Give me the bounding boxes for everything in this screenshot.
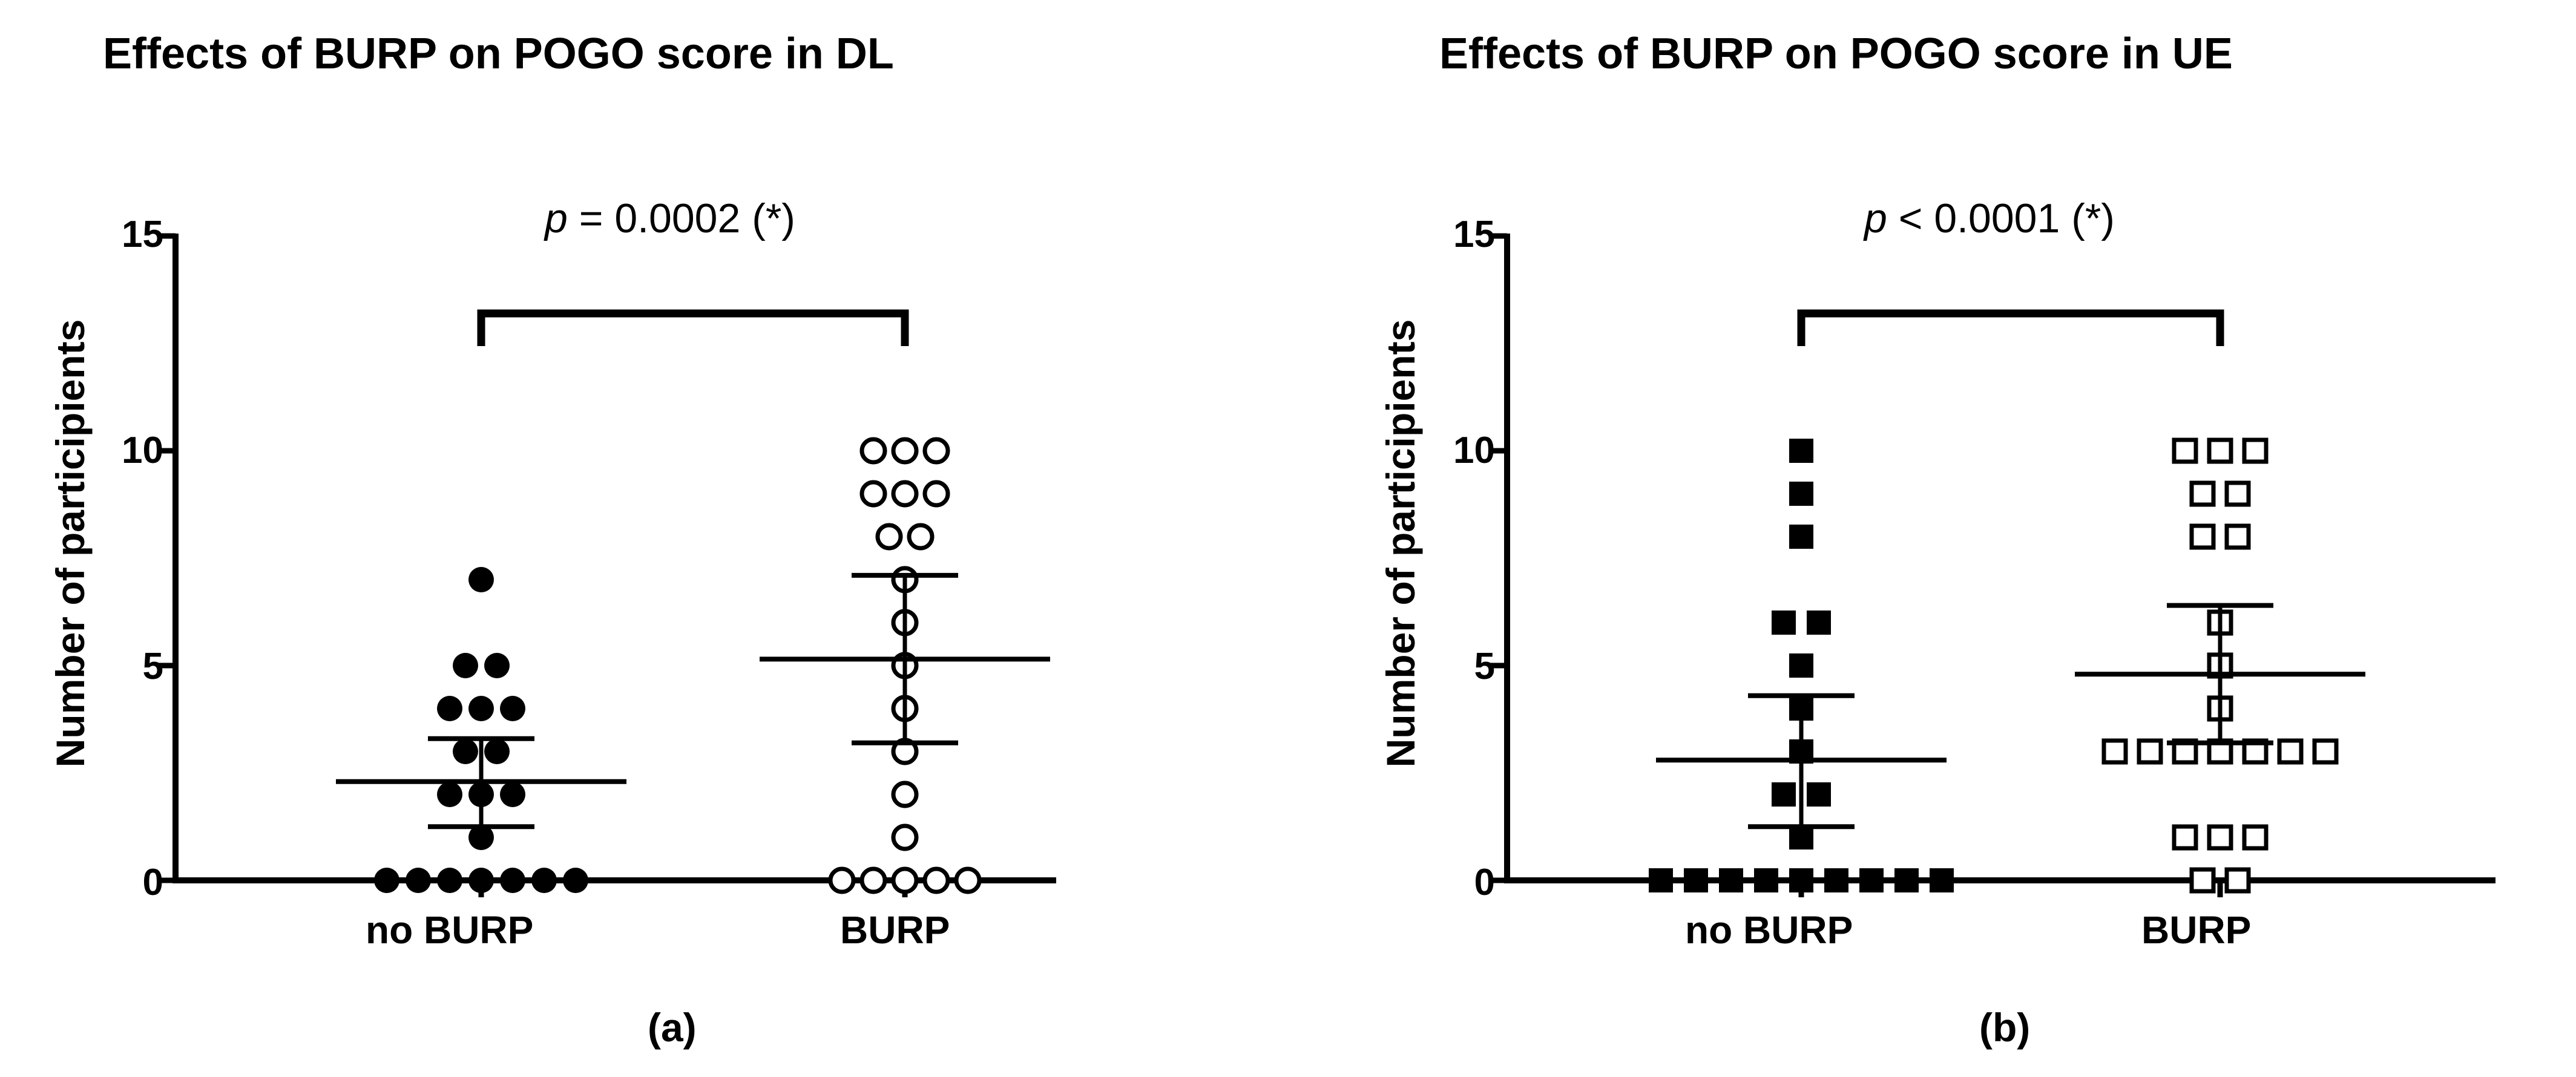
chart-b-title: Effects of BURP on POGO score in UE	[1439, 30, 2233, 78]
chart-a-point	[484, 739, 510, 764]
chart-b-y-tick-0: 0	[1474, 862, 1495, 903]
chart-a-point	[891, 781, 919, 808]
chart-b-point	[1754, 868, 1778, 892]
chart-a-point	[859, 866, 887, 894]
chart-a-point	[954, 866, 982, 894]
chart-b-point	[2224, 480, 2251, 507]
chart-b-point	[1684, 868, 1708, 892]
chart-a-title: Effects of BURP on POGO score in DL	[103, 30, 894, 78]
chart-b-significance-bracket	[1797, 309, 2224, 346]
chart-a-point	[437, 868, 462, 893]
chart-b-point	[1719, 868, 1743, 892]
chart-b-point	[1894, 868, 1919, 892]
chart-b-point	[1807, 611, 1831, 635]
chart-b-point	[1789, 482, 1813, 506]
chart-a-point	[531, 868, 557, 893]
chart-b-point	[1772, 611, 1796, 635]
chart-b-point	[1649, 868, 1673, 892]
chart-b-point	[2312, 738, 2339, 765]
chart-b-point	[1807, 782, 1831, 807]
chart-a-point	[453, 739, 478, 764]
chart-a-y-tick-0: 0	[142, 862, 163, 903]
chart-b-point	[2101, 738, 2128, 765]
chart-a-point	[468, 825, 494, 850]
chart-b-point	[2242, 437, 2269, 464]
chart-a-point	[891, 480, 919, 508]
chart-a-point	[500, 782, 525, 807]
chart-a-point	[453, 653, 478, 678]
chart-panel-a: Effects of BURP on POGO score in DL p = …	[48, 30, 1056, 1050]
chart-b-point	[1824, 868, 1848, 892]
chart-b-point	[1930, 868, 1954, 892]
chart-a-point	[891, 866, 919, 894]
chart-a-point	[922, 480, 950, 508]
chart-b-point	[2172, 824, 2198, 851]
chart-a-point	[468, 696, 494, 721]
chart-b-point	[2277, 738, 2304, 765]
chart-a-point	[859, 480, 887, 508]
chart-b-point	[2207, 824, 2233, 851]
chart-b-p-value: p < 0.0001 (*)	[1864, 195, 2115, 241]
chart-b-x-label-burp: BURP	[2141, 908, 2252, 952]
chart-b-point	[2172, 437, 2198, 464]
chart-a-x-label-no-burp: no BURP	[366, 908, 534, 952]
chart-b-point	[1772, 782, 1796, 807]
chart-a-point	[922, 437, 950, 465]
chart-b-panel-label: (b)	[1979, 1005, 2031, 1050]
chart-panel-b: Effects of BURP on POGO score in UE p < …	[1288, 0, 2576, 1077]
chart-a-point	[891, 823, 919, 851]
chart-b-point	[1789, 525, 1813, 549]
chart-a-point	[907, 523, 935, 551]
chart-a-point	[563, 868, 588, 893]
chart-b-point	[1789, 868, 1813, 892]
chart-b-point	[2224, 867, 2251, 894]
chart-b-point	[1789, 653, 1813, 678]
chart-a-point	[875, 523, 903, 551]
chart-a-point	[922, 866, 950, 894]
chart-b-point	[2189, 480, 2216, 507]
chart-b-point	[1789, 439, 1813, 463]
chart-b-point	[2189, 867, 2216, 894]
chart-b-point	[2137, 738, 2163, 765]
chart-b-point	[2207, 437, 2233, 464]
chart-b-point	[2189, 523, 2216, 550]
chart-b-point	[2242, 824, 2269, 851]
chart-a-x-label-burp: BURP	[840, 908, 950, 952]
chart-b-point	[2224, 523, 2251, 550]
chart-a-point	[437, 696, 462, 721]
chart-a-significance-bracket	[477, 309, 909, 346]
chart-a-point	[406, 868, 431, 893]
chart-b-x-label-no-burp: no BURP	[1685, 908, 1853, 952]
chart-a-y-tick-15: 15	[122, 214, 163, 255]
chart-a-point	[891, 437, 919, 465]
chart-b-y-tick-5: 5	[1474, 646, 1495, 687]
chart-a-y-axis-label: Number of participients	[48, 319, 93, 768]
chart-a-point	[484, 653, 510, 678]
chart-a-point	[437, 782, 462, 807]
chart-b-y-axis-label: Number of participients	[1378, 319, 1423, 768]
chart-a-panel-label: (a)	[648, 1005, 697, 1050]
chart-a-point	[374, 868, 399, 893]
chart-a-svg	[159, 233, 1056, 897]
chart-a-point	[859, 437, 887, 465]
chart-a-point	[500, 868, 525, 893]
chart-a-point	[468, 567, 494, 592]
chart-b-y-tick-15: 15	[1453, 214, 1495, 255]
chart-a-point	[828, 866, 856, 894]
chart-b-y-tick-10: 10	[1453, 430, 1495, 471]
chart-b-point	[1859, 868, 1884, 892]
chart-a-point	[500, 696, 525, 721]
chart-a-y-tick-5: 5	[142, 646, 163, 687]
chart-b-point	[1789, 825, 1813, 849]
chart-a-y-tick-10: 10	[122, 430, 163, 471]
chart-a-point	[468, 868, 494, 893]
chart-a-p-value: p = 0.0002 (*)	[545, 195, 795, 241]
chart-b-svg	[1490, 233, 2496, 897]
